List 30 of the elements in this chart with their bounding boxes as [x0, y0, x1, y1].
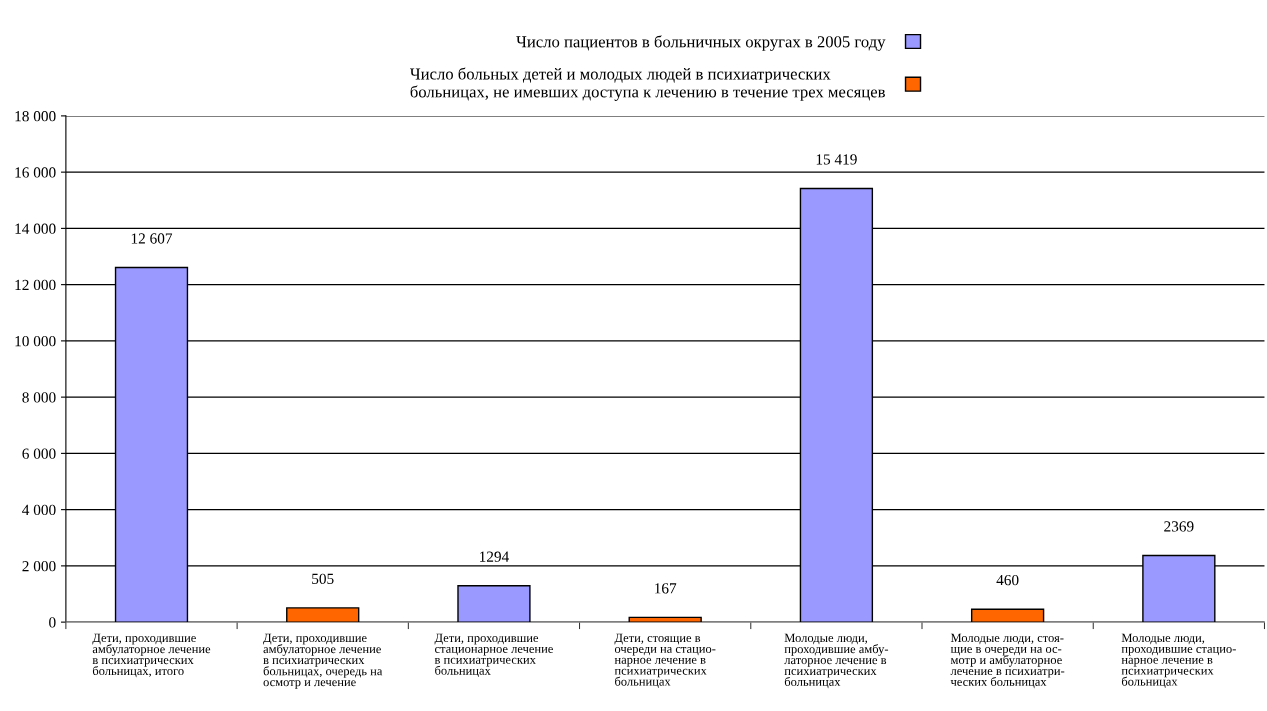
bar	[628, 616, 702, 623]
legend-label: Число пациентов в больничных округах в 2005 году	[516, 35, 886, 51]
y-tick-label: 2 000	[22, 561, 56, 572]
data-label: 15 419	[816, 154, 857, 165]
y-tick-label: 16 000	[15, 167, 56, 178]
x-tick-label: Дети, стоящие в очереди на стацио- нарное лечение в психиатрических больницах	[614, 633, 716, 688]
data-label: 1294	[480, 551, 509, 562]
data-label: 460	[996, 574, 1019, 586]
y-tick-label: 8 000	[22, 392, 56, 403]
y-tick-label: 10 000	[15, 336, 56, 347]
y-tick-label: 18 000	[15, 111, 56, 122]
bar	[457, 585, 531, 623]
x-tick-label: Дети, проходившие амбулаторное лечение в психиатрических больницах, очередь на осмотр и лечение	[263, 633, 383, 689]
data-label: 2369	[1164, 521, 1194, 532]
data-label: 505	[312, 573, 334, 584]
x-tick-label: Молодые люди, проходившие амбу- латорное лечение в психиатрических больницах	[784, 633, 889, 689]
y-tick-label: 6 000	[22, 448, 56, 459]
y-tick-label: 4 000	[22, 504, 56, 516]
x-tick-label: Молодые люди, стоя- щие в очереди на ос- мотр и амбулаторное лечение в психиатри- ческих больницах	[950, 633, 1065, 689]
legend-label: Число больных детей и молодых людей в психиатрических больницах, не имевших доступа к лечению в течение трех месяцев	[410, 67, 885, 101]
bar	[970, 608, 1045, 623]
y-tick-label: 0	[49, 617, 56, 628]
data-label: 167	[655, 583, 677, 594]
x-tick-label: Дети, проходившие амбулаторное лечение в психиатрических больницах, итого	[92, 633, 211, 678]
bar	[286, 607, 360, 623]
y-tick-label: 14 000	[15, 223, 56, 234]
data-label: 12 607	[131, 233, 173, 244]
x-tick-label: Дети, проходившие стационарное лечение в психиатрических больницах	[434, 633, 553, 678]
x-tick-label: Молодые люди, проходившие стацио- нарное лечение в психиатрических больницах	[1121, 633, 1236, 688]
y-tick-label: 12 000	[15, 279, 56, 291]
